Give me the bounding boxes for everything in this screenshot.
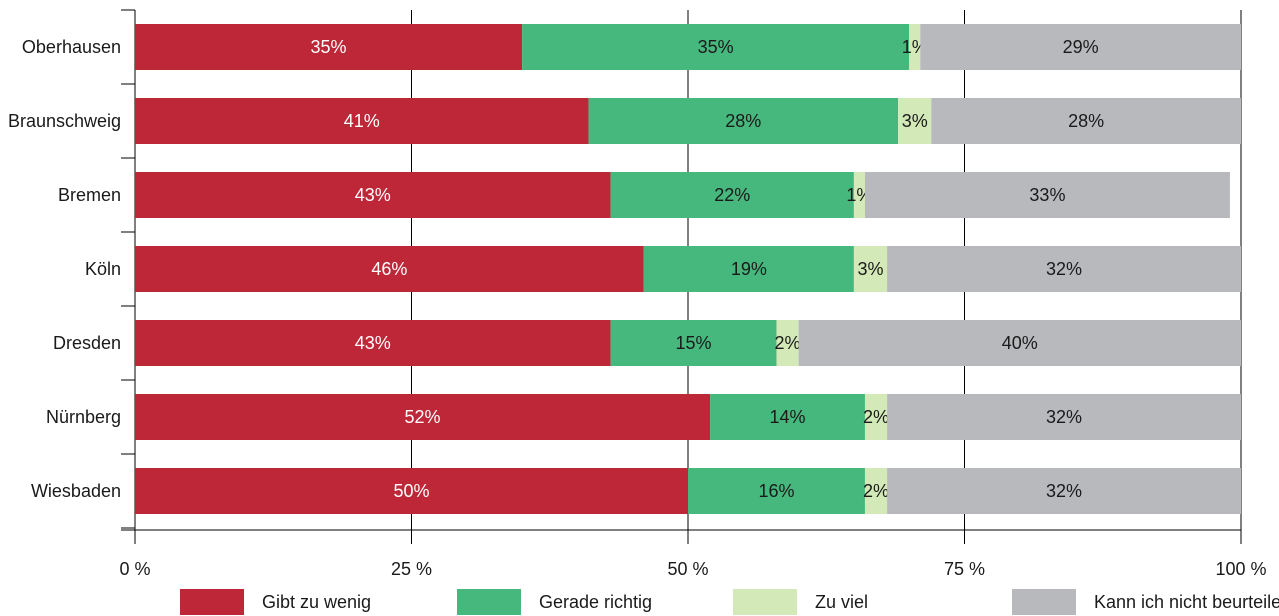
y-tick-label: Bremen [58, 185, 121, 205]
data-label: 28% [1068, 111, 1104, 131]
data-label: 29% [1063, 37, 1099, 57]
bar-segment [643, 246, 854, 292]
bar-segment [135, 98, 589, 144]
bar-segment [776, 320, 799, 366]
data-label: 3% [902, 111, 928, 131]
bar-segment [898, 98, 932, 144]
x-tick-label: 100 % [1215, 559, 1266, 579]
bar-segment [864, 468, 888, 514]
legend-label: Kann ich nicht beurteilen [1094, 591, 1279, 612]
data-label: 32% [1046, 481, 1082, 501]
chart-legend: Gibt zu wenig Gerade richtig Zu viel Kann i… [0, 588, 1279, 616]
legend-swatch [733, 589, 797, 615]
bar-segment [909, 24, 921, 70]
x-tick-label: 0 % [119, 559, 150, 579]
data-label: 2% [863, 407, 889, 427]
data-label: 50% [393, 481, 429, 501]
y-tick-label: Braunschweig [8, 111, 121, 131]
bar-segment [887, 468, 1241, 514]
bar-segment [887, 246, 1241, 292]
bar-segment [610, 320, 777, 366]
bar-segment [135, 468, 688, 514]
bar-segment [710, 394, 865, 440]
bar-segment [522, 24, 910, 70]
legend-item: Gibt zu wenig [180, 588, 371, 616]
data-label: 2% [863, 481, 889, 501]
bar-segment [887, 394, 1241, 440]
y-tick-label: Wiesbaden [31, 481, 121, 501]
bar-segment [135, 24, 523, 70]
data-label: 19% [731, 259, 767, 279]
data-label: 32% [1046, 259, 1082, 279]
data-label: 22% [714, 185, 750, 205]
legend-swatch [457, 589, 521, 615]
legend-item: Gerade richtig [457, 588, 652, 616]
bar-segment [853, 246, 888, 292]
data-label: 35% [311, 37, 347, 57]
bar-segment [135, 172, 611, 218]
y-tick-label: Köln [85, 259, 121, 279]
bar-segment [688, 468, 865, 514]
data-label: 14% [770, 407, 806, 427]
bar-segment [610, 172, 854, 218]
data-label: 35% [698, 37, 734, 57]
legend-label: Gibt zu wenig [262, 591, 372, 612]
legend-swatch [1012, 589, 1076, 615]
data-label: 43% [355, 333, 391, 353]
chart-plot: 0 % 25 % 50 % 75 % 100 %Oberhausen 35% 35% 1% 29… [8, 9, 1267, 579]
legend-item: Kann ich nicht beurteilen [1012, 588, 1279, 616]
data-label: 15% [676, 333, 712, 353]
data-label: 33% [1029, 185, 1065, 205]
bar-segment [135, 320, 611, 366]
data-label: 40% [1002, 333, 1038, 353]
bar-segment [864, 172, 1230, 218]
x-tick-label: 75 % [944, 559, 985, 579]
data-label: 16% [758, 481, 794, 501]
x-tick-label: 25 % [391, 559, 432, 579]
bar-segment [864, 394, 888, 440]
bar-segment [135, 394, 711, 440]
data-label: 28% [725, 111, 761, 131]
data-label: 3% [857, 259, 883, 279]
bar-segment [920, 24, 1241, 70]
legend-item: Zu viel [733, 588, 868, 616]
bar-segment [588, 98, 899, 144]
y-tick-label: Oberhausen [22, 37, 121, 57]
legend-swatch [180, 589, 244, 615]
data-label: 2% [775, 333, 801, 353]
bar-segment [931, 98, 1241, 144]
data-label: 43% [355, 185, 391, 205]
legend-label: Gerade richtig [539, 591, 653, 612]
bar-segment [798, 320, 1241, 366]
bar-segment [135, 246, 644, 292]
y-tick-label: Dresden [53, 333, 121, 353]
data-label: 41% [344, 111, 380, 131]
data-label: 46% [371, 259, 407, 279]
data-label: 52% [405, 407, 441, 427]
y-tick-label: Nürnberg [46, 407, 121, 427]
bar-segment [853, 172, 865, 218]
data-label: 32% [1046, 407, 1082, 427]
x-tick-label: 50 % [667, 559, 708, 579]
legend-label: Zu viel [815, 591, 869, 612]
